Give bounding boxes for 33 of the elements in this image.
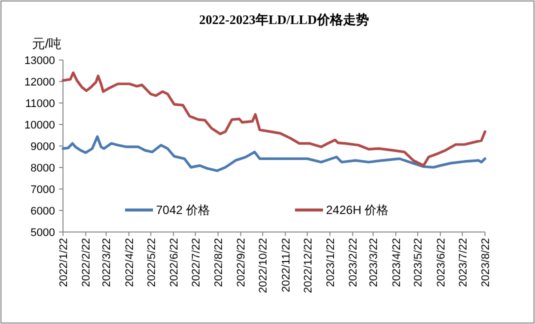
x-tick-label: 2022/12/22 [302,238,314,294]
legend-label: 7042 价格 [156,203,210,217]
chart-title: 2022-2023年LD/LLD价格走势 [199,12,369,27]
x-tick-label: 2022/8/22 [213,238,226,287]
y-tick-label: 7000 [30,184,55,196]
y-tick-label: 5000 [30,227,55,239]
x-tick-label: 2022/1/22 [58,238,70,287]
x-tick-label: 2022/10/22 [258,238,270,294]
x-tick-label: 2022/5/22 [146,238,158,287]
x-tick-label: 2023/3/22 [368,238,380,287]
x-tick-label: 2023/1/22 [324,238,337,287]
legend-label: 2426H 价格 [326,203,389,217]
x-tick-label: 2023/8/22 [480,238,492,287]
x-tick-label: 2022/6/22 [168,238,180,287]
x-tick-label: 2023/6/22 [435,238,448,287]
x-tick-label: 2023/5/22 [412,238,425,287]
y-tick-label: 6000 [30,206,55,218]
y-tick-label: 13000 [24,55,55,67]
x-tick-label: 2022/7/22 [190,238,202,287]
y-tick-label: 11000 [25,98,55,110]
y-tick-label: 8000 [30,162,55,174]
x-tick-label: 2023/4/22 [390,238,403,287]
y-tick-label: 9000 [30,141,55,153]
x-tick-label: 2022/4/22 [124,238,136,287]
x-tick-label: 2023/7/22 [457,238,470,287]
x-tick-label: 2022/2/22 [80,238,93,287]
x-tick-label: 2022/9/22 [236,238,248,287]
y-axis-title: 元/吨 [32,36,62,51]
y-tick-label: 10000 [24,120,55,132]
x-tick-label: 2023/2/22 [348,238,360,287]
x-tick-label: 2022/11/22 [280,238,292,292]
x-tick-label: 2022/3/22 [101,238,114,287]
y-tick-label: 12000 [24,76,55,88]
